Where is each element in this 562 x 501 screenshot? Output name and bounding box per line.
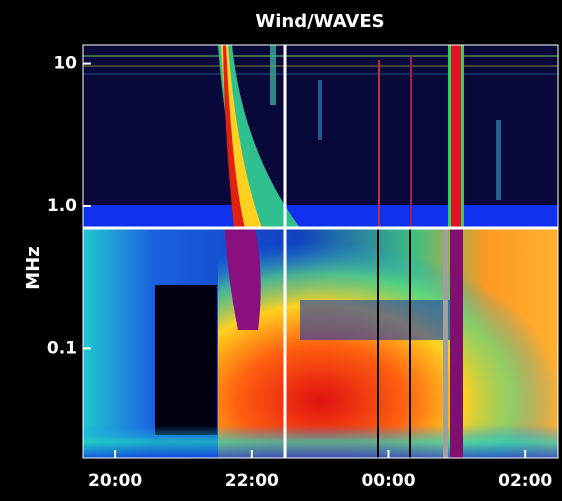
y-tick-label: 0.1 <box>47 338 77 358</box>
x-tick-label: 20:00 <box>88 471 142 491</box>
plot-frame <box>82 44 559 459</box>
spectrogram-image <box>83 45 558 458</box>
chart-title: Wind/WAVES <box>255 11 384 32</box>
x-tick-label: 00:00 <box>361 471 415 491</box>
y-tick-label: 1.0 <box>47 196 77 216</box>
y-axis-label: MHz <box>23 246 44 289</box>
x-tick-label: 02:00 <box>498 471 552 491</box>
y-tick-label: 10 <box>53 54 77 74</box>
x-tick-label: 22:00 <box>225 471 279 491</box>
